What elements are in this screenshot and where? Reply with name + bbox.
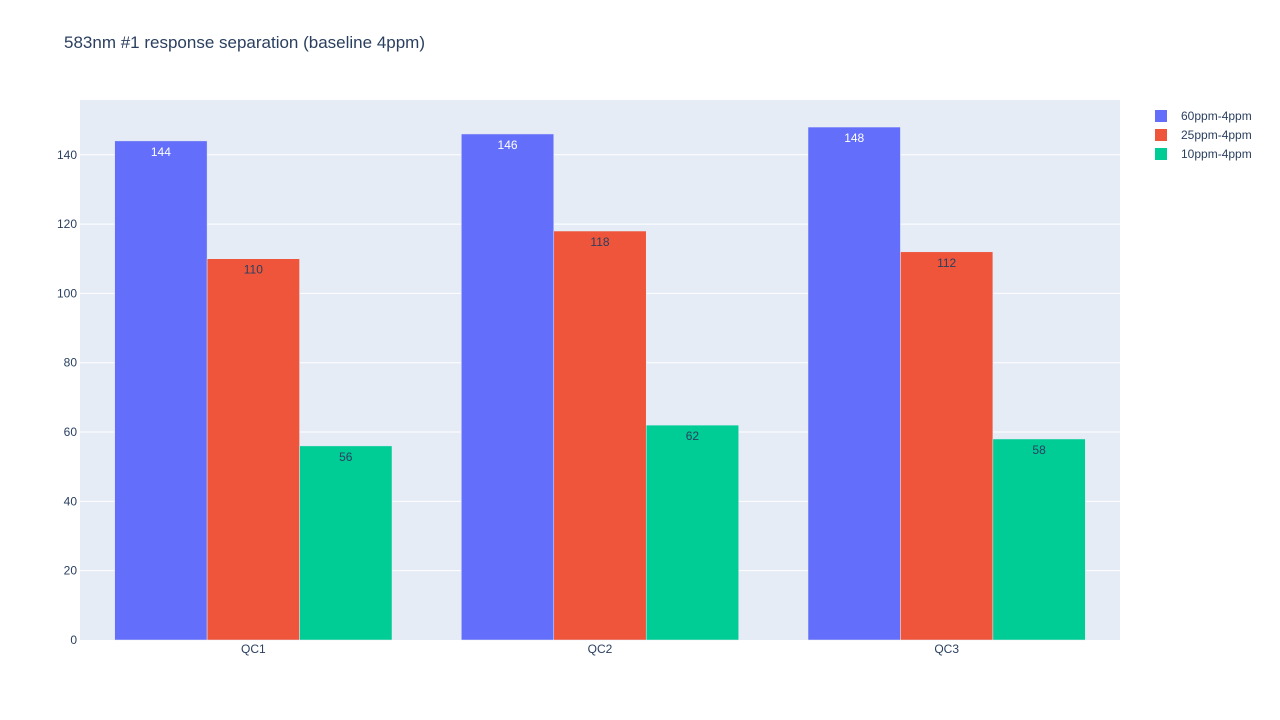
data-labels: 144 110 56 146 118 62 148 112 58 xyxy=(151,131,1046,464)
legend: 60ppm-4ppm 25ppm-4ppm 10ppm-4ppm xyxy=(1155,106,1252,163)
bar-value-label: 148 xyxy=(844,131,864,145)
axes: 0 20 40 60 80 100 120 140 QC1 QC2 QC3 xyxy=(57,148,959,656)
y-tick-label: 140 xyxy=(57,148,77,162)
x-tick-label: QC1 xyxy=(241,642,266,656)
x-tick-label: QC2 xyxy=(588,642,613,656)
bar[interactable] xyxy=(206,258,300,641)
legend-item[interactable]: 10ppm-4ppm xyxy=(1155,144,1252,163)
bar[interactable] xyxy=(807,126,901,641)
y-tick-label: 20 xyxy=(64,564,78,578)
bar[interactable] xyxy=(645,424,739,641)
bar-value-label: 112 xyxy=(937,256,956,270)
bar[interactable] xyxy=(114,140,208,641)
bar-value-label: 146 xyxy=(498,138,518,152)
legend-swatch xyxy=(1155,128,1167,141)
chart-title: 583nm #1 response separation (baseline 4… xyxy=(64,33,426,52)
bar-value-label: 62 xyxy=(686,429,700,443)
legend-swatch xyxy=(1155,147,1167,160)
y-tick-label: 0 xyxy=(70,633,77,647)
x-tick-label: QC3 xyxy=(934,642,959,656)
legend-label: 25ppm-4ppm xyxy=(1181,127,1252,142)
bar[interactable] xyxy=(461,133,555,641)
y-tick-label: 60 xyxy=(64,425,78,439)
bar[interactable] xyxy=(992,438,1086,641)
bar[interactable] xyxy=(900,251,994,641)
y-tick-label: 120 xyxy=(57,217,77,231)
y-tick-label: 40 xyxy=(64,494,78,508)
legend-label: 10ppm-4ppm xyxy=(1181,146,1252,161)
bar-value-label: 56 xyxy=(339,450,353,464)
legend-label: 60ppm-4ppm xyxy=(1181,108,1252,123)
bar[interactable] xyxy=(299,445,393,641)
legend-swatch xyxy=(1155,109,1167,122)
legend-item[interactable]: 60ppm-4ppm xyxy=(1155,106,1252,125)
bar-value-label: 144 xyxy=(151,145,171,159)
legend-item[interactable]: 25ppm-4ppm xyxy=(1155,125,1252,144)
bar-value-label: 118 xyxy=(590,235,609,249)
bars xyxy=(114,126,1086,641)
y-tick-label: 100 xyxy=(57,286,77,300)
bar-value-label: 58 xyxy=(1032,443,1046,457)
bar[interactable] xyxy=(553,230,647,641)
y-tick-label: 80 xyxy=(64,356,78,370)
bar-value-label: 110 xyxy=(244,263,263,277)
